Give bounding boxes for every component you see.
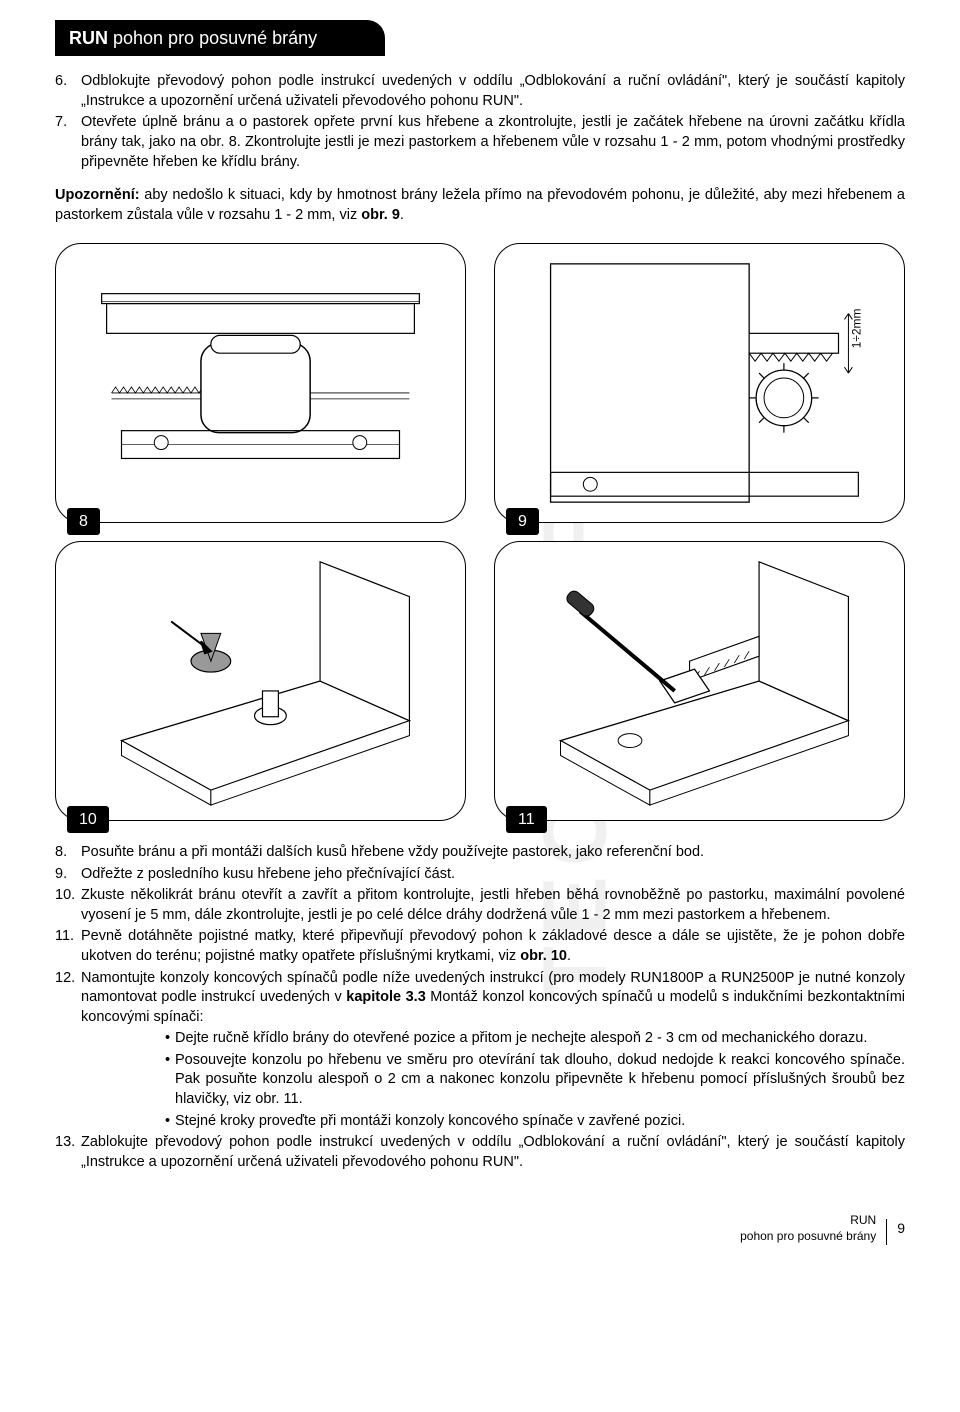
item-number: 7. [55, 113, 67, 133]
figure-frame [55, 243, 466, 523]
footer-line2: pohon pro posuvné brány [740, 1228, 876, 1244]
item-number: 13. [55, 1133, 75, 1153]
item-text: Odblokujte převodový pohon podle instruk… [81, 73, 905, 109]
figure-frame [494, 541, 905, 821]
item-text: Odřežte z posledního kusu hřebene jeho p… [81, 866, 455, 882]
figure-11-illustration [495, 542, 904, 820]
figure-label: 11 [506, 806, 547, 834]
item-bold: obr. 10 [520, 948, 567, 964]
item-text: Otevřete úplně bránu a o pastorek opřete… [81, 114, 905, 169]
item-text: Zablokujte převodový pohon podle instruk… [81, 1134, 905, 1170]
figure-11: 11 [494, 541, 905, 821]
item-tail: . [567, 948, 571, 964]
item-number: 12. [55, 969, 75, 989]
item-text: Posuňte bránu a při montáži dalších kusů… [81, 844, 704, 860]
list-item: 11. Pevně dotáhněte pojistné matky, kter… [55, 927, 905, 966]
footer-line1: RUN [740, 1212, 876, 1228]
list-item: 10. Zkuste několikrát bránu otevřít a za… [55, 886, 905, 925]
figure-8: 8 [55, 243, 466, 523]
footer-page-number: 9 [897, 1219, 905, 1238]
figure-8-illustration [56, 244, 465, 522]
item-text: Pevně dotáhněte pojistné matky, které př… [81, 928, 905, 964]
item-text: Zkuste několikrát bránu otevřít a zavřít… [81, 887, 905, 923]
page-content: RUN pohon pro posuvné brány 6. Odblokujt… [0, 0, 960, 1275]
bottom-instruction-list: 8. Posuňte bránu a při montáži dalších k… [55, 843, 905, 1172]
item-number: 9. [55, 865, 67, 885]
notice-ref: obr. 9 [361, 207, 400, 223]
list-item: 7. Otevřete úplně bránu a o pastorek opř… [55, 113, 905, 172]
bullet-item: Stejné kroky proveďte při montáži konzol… [55, 1112, 905, 1132]
figure-10: 10 [55, 541, 466, 821]
list-item: 9. Odřežte z posledního kusu hřebene jeh… [55, 865, 905, 885]
figure-9-illustration: 1÷2mm [495, 244, 904, 522]
item-number: 10. [55, 886, 75, 906]
figure-row-1: 8 [55, 243, 905, 523]
figure-label: 8 [67, 508, 100, 536]
item-number: 6. [55, 72, 67, 92]
dimension-text: 1÷2mm [849, 309, 863, 349]
list-item: 6. Odblokujte převodový pohon podle inst… [55, 72, 905, 111]
list-item: 8. Posuňte bránu a při montáži dalších k… [55, 843, 905, 863]
figure-frame [55, 541, 466, 821]
figure-label: 9 [506, 508, 539, 536]
item-number: 8. [55, 843, 67, 863]
figure-frame: 1÷2mm [494, 243, 905, 523]
page-footer: RUN pohon pro posuvné brány 9 [55, 1212, 905, 1244]
footer-divider [886, 1219, 887, 1245]
page-title-bar: RUN pohon pro posuvné brány [55, 20, 385, 56]
list-item: 13. Zablokujte převodový pohon podle ins… [55, 1133, 905, 1172]
figure-row-2: 10 [55, 541, 905, 821]
figure-10-illustration [56, 542, 465, 820]
figure-label: 10 [67, 806, 109, 834]
item-bold: kapitole 3.3 [346, 989, 425, 1005]
notice-label: Upozornění: [55, 187, 140, 203]
item-number: 11. [55, 927, 74, 947]
top-instruction-list: 6. Odblokujte převodový pohon podle inst… [55, 72, 905, 172]
bullet-item: Dejte ručně křídlo brány do otevřené poz… [55, 1029, 905, 1049]
figure-9: 1÷2mm 9 [494, 243, 905, 523]
notice-text: aby nedošlo k situaci, kdy by hmotnost b… [55, 187, 905, 223]
notice-tail: . [400, 207, 404, 223]
bullet-item: Posouvejte konzolu po hřebenu ve směru p… [55, 1051, 905, 1110]
title-rest: pohon pro posuvné brány [108, 28, 317, 48]
footer-text: RUN pohon pro posuvné brány [740, 1212, 876, 1244]
list-item: 12. Namontujte konzoly koncových spínačů… [55, 969, 905, 1028]
title-bold: RUN [69, 28, 108, 48]
notice-paragraph: Upozornění: aby nedošlo k situaci, kdy b… [55, 186, 905, 225]
